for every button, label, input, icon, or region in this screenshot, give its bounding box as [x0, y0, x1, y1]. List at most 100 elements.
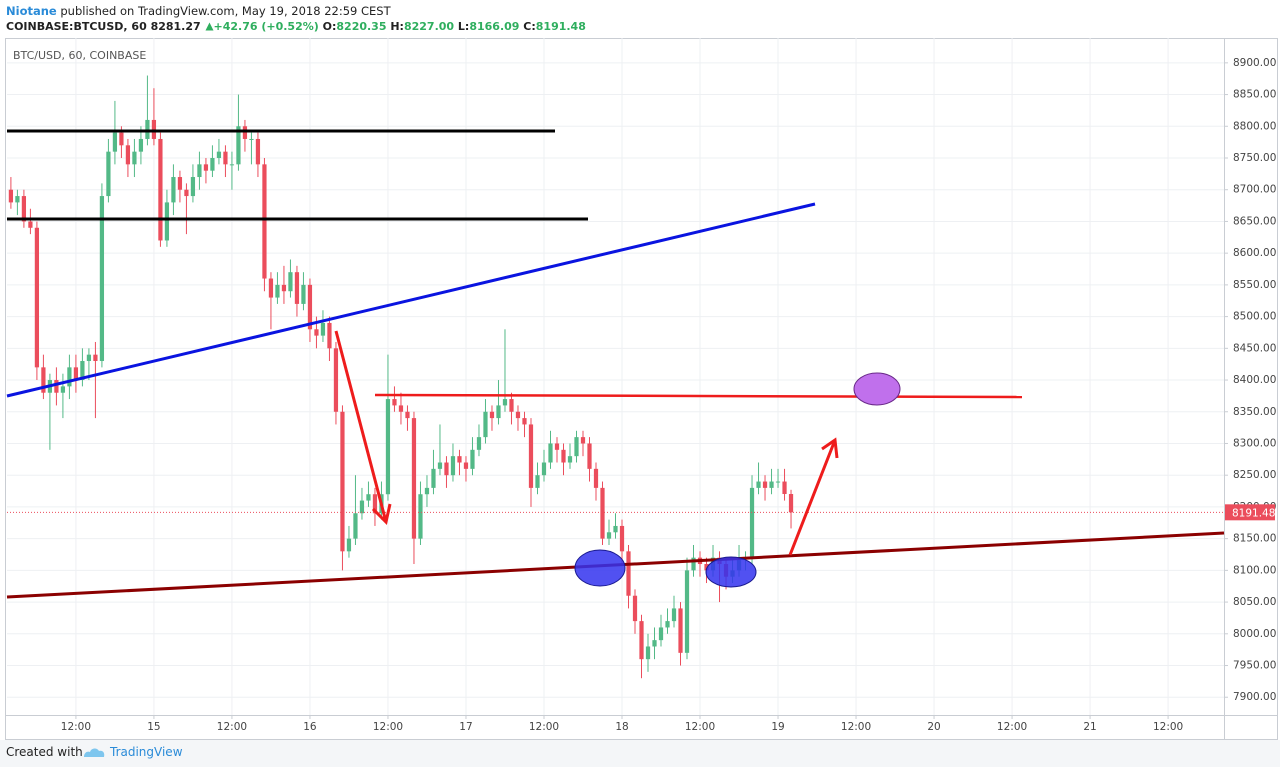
candle-body: [229, 164, 235, 166]
candle-body: [112, 132, 118, 152]
trend-line: [6, 202, 816, 398]
candle-body: [515, 411, 521, 419]
candle-body: [762, 481, 768, 488]
drawings: [6, 129, 1225, 599]
candle-body: [249, 138, 254, 140]
candle-body: [158, 138, 163, 241]
candle-body: [769, 481, 774, 488]
quote-line: COINBASE:BTCUSD, 60 8281.27 +42.76 (+0.5…: [6, 19, 586, 35]
candle-body: [749, 487, 755, 558]
candle-body: [372, 494, 378, 514]
symbol: COINBASE:BTCUSD, 60: [6, 20, 147, 33]
candle-body: [359, 500, 365, 514]
candle-body: [457, 456, 462, 463]
candle-body: [782, 481, 787, 495]
chart: 7900.00 7950.00 8000.00 8050.00 8100.00 8150.…: [5, 38, 1278, 740]
arrow-down: [334, 330, 392, 525]
candle-body: [210, 157, 215, 171]
x-tick-label: 12:00: [685, 721, 715, 733]
author[interactable]: Niotane: [6, 4, 57, 18]
candle-body: [645, 646, 651, 660]
frame: [5, 38, 1278, 740]
candle-body: [301, 284, 306, 304]
candle-body: [86, 354, 92, 362]
candle-body: [99, 196, 105, 362]
candle-body: [554, 443, 560, 450]
x-tick-label: 20: [927, 721, 940, 733]
y-tick-label: 8500.00: [1233, 311, 1276, 323]
candle-body: [385, 399, 391, 495]
y-tick-label: 8350.00: [1233, 406, 1276, 418]
candle-body: [106, 151, 111, 197]
x-tick-label: 12:00: [1153, 721, 1183, 733]
y-tick-label: 8250.00: [1233, 469, 1276, 481]
candle-body: [626, 551, 631, 596]
last-price: 8281.27: [150, 20, 201, 33]
candle-body: [548, 443, 553, 463]
candle-body: [177, 177, 183, 190]
candle-body: [392, 399, 397, 406]
field-label: O:: [322, 20, 337, 33]
x-tick-label: 12:00: [529, 721, 559, 733]
y-tick-label: 8400.00: [1233, 374, 1276, 386]
candle-body: [145, 119, 150, 139]
candle-body: [437, 462, 443, 469]
candle-body: [138, 138, 144, 152]
candle-body: [80, 361, 85, 381]
candle-body: [60, 386, 66, 393]
candle-body: [418, 494, 423, 539]
candle-body: [268, 278, 274, 298]
x-tick-label: 18: [615, 721, 628, 733]
candle-body: [171, 177, 176, 203]
x-tick-label: 15: [147, 721, 160, 733]
x-tick-label: 19: [771, 721, 784, 733]
candle-body: [242, 126, 248, 139]
field-value: 8191.48: [535, 20, 586, 33]
y-tick-label: 8900.00: [1233, 57, 1276, 69]
candle-body: [184, 189, 189, 197]
candle-body: [8, 189, 14, 203]
ellipse: [705, 556, 757, 588]
y-tick-label: 8700.00: [1233, 184, 1276, 196]
candle-body: [132, 151, 137, 165]
candle-body: [788, 494, 794, 513]
y-tick-label: 8800.00: [1233, 120, 1276, 132]
y-tick-label: 8150.00: [1233, 533, 1276, 545]
candle-body: [470, 449, 475, 469]
candle-body: [489, 411, 495, 419]
candle-body: [665, 621, 670, 628]
candle-body: [190, 177, 196, 197]
candle-body: [197, 164, 202, 178]
candle-body: [366, 494, 371, 501]
x-tick-label: 12:00: [217, 721, 247, 733]
candle-body: [73, 367, 79, 381]
published: published on TradingView.com, May 19, 20…: [60, 4, 391, 18]
y-tick-label: 8300.00: [1233, 437, 1276, 449]
field-label: H:: [390, 20, 404, 33]
y-tick-label: 8650.00: [1233, 215, 1276, 227]
field-value: 8227.00: [403, 20, 455, 33]
candle-body: [684, 570, 690, 653]
candle-body: [476, 437, 482, 450]
candle-body: [587, 443, 592, 469]
candle-body: [450, 456, 456, 476]
candle-body: [424, 487, 430, 495]
ellipse-target: [853, 372, 901, 406]
last-price-tag: [1225, 504, 1275, 521]
candle-body: [541, 462, 547, 476]
y-tick-label: 8450.00: [1233, 342, 1276, 354]
candle-body: [125, 145, 131, 165]
candle-body: [567, 456, 573, 463]
y-tick-label: 7950.00: [1233, 660, 1276, 672]
candle-body: [509, 399, 514, 412]
y-tick-label: 8550.00: [1233, 279, 1276, 291]
candle-body: [236, 126, 241, 165]
candle-body: [775, 481, 781, 483]
candle-body: [34, 227, 40, 368]
y-tick-label: 8850.00: [1233, 89, 1276, 101]
y-tick-label: 8000.00: [1233, 628, 1276, 640]
candle-body: [275, 284, 280, 298]
brand[interactable]: TradingView: [110, 745, 183, 759]
candle-body: [496, 405, 501, 419]
